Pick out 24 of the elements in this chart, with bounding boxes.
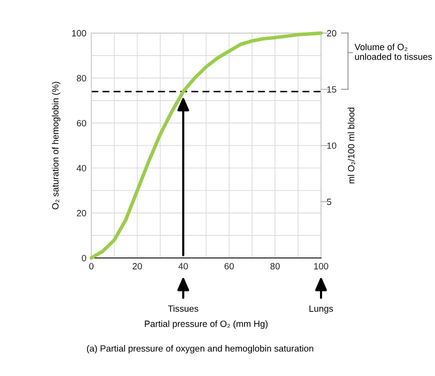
x-tick-label: 20	[132, 263, 142, 270]
y-tick-label: 20	[76, 210, 86, 216]
x-tick-label: 0	[89, 263, 94, 270]
y-tick-label: 40	[76, 164, 86, 172]
y2-tick-label: 10	[327, 142, 336, 149]
x-tick-label: 80	[270, 263, 280, 270]
text: Volume of O₂ unloaded to tissues	[354, 44, 432, 60]
annotation: Lungs	[309, 305, 334, 314]
text: Partial pressure of O₂ (mm Hg)	[144, 320, 268, 329]
text: (a) Partial pressure of oxygen and hemoglobin saturation	[87, 345, 314, 354]
y2-tick-label: 20	[327, 30, 336, 36]
y-tick-label: 100	[72, 30, 86, 36]
y-tick-label: 80	[76, 75, 86, 82]
x-tick-label: 40	[178, 263, 188, 270]
line-series	[90, 31, 323, 260]
x-tick-label: 60	[224, 263, 234, 270]
y2-tick-label: 5	[326, 198, 332, 206]
y-tick-label: 0	[82, 254, 86, 262]
y2-tick-label: 15	[327, 86, 336, 93]
x-tick-label: 100	[314, 263, 328, 270]
y-tick-label: 60	[76, 120, 86, 126]
y-axis-title: O₂ saturation of hemoglobin (%)	[52, 82, 60, 210]
annotation: Tissues	[168, 305, 198, 312]
y2-axis-title: ml O₂/100 ml blood	[348, 108, 356, 184]
